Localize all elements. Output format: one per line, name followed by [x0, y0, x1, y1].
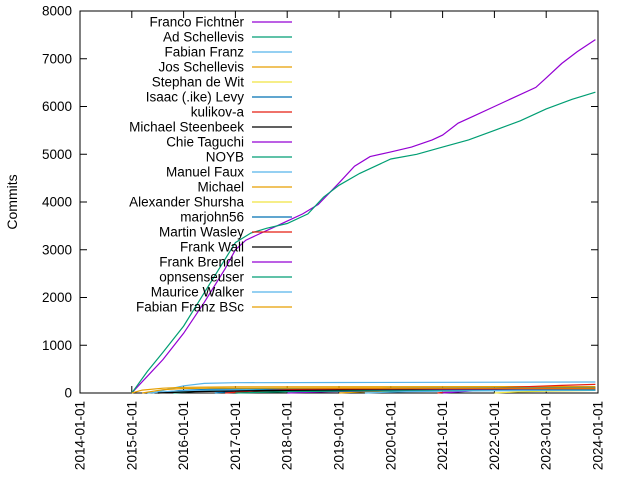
x-tick-label: 2019-01-01 [332, 401, 347, 470]
x-tick-label: 2018-01-01 [280, 401, 295, 470]
legend-label: Alexander Shursha [129, 195, 244, 210]
y-tick-label: 2000 [42, 290, 72, 305]
series-line-20 [142, 387, 596, 394]
y-tick-label: 3000 [42, 242, 72, 257]
legend-label: Ad Schellevis [163, 30, 244, 45]
x-tick-label: 2016-01-01 [176, 401, 191, 470]
legend-label: Chie Taguchi [166, 135, 244, 150]
x-tick-label: 2017-01-01 [228, 401, 243, 470]
legend-label: Manuel Faux [166, 165, 244, 180]
legend-label: Jos Schellevis [158, 60, 244, 75]
series-line-1 [131, 39, 596, 394]
legend-label: Frank Wall [180, 240, 244, 255]
x-tick-label: 2015-01-01 [124, 401, 139, 470]
y-tick-label: 4000 [42, 195, 72, 210]
y-tick-label: 7000 [42, 51, 72, 66]
legend-label: Stephan de Wit [152, 75, 245, 90]
y-tick-label: 5000 [42, 147, 72, 162]
legend-label: Michael Steenbeek [129, 120, 244, 135]
legend-label: Frank Brendel [159, 255, 244, 270]
x-tick-label: 2014-01-01 [73, 401, 88, 470]
legend-label: kulikov-a [191, 105, 245, 120]
legend-label: Fabian Franz [164, 45, 244, 60]
legend-label: opnsenseuser [159, 270, 244, 285]
x-tick-label: 2023-01-01 [539, 401, 554, 470]
y-axis-title: Commits [4, 174, 20, 229]
legend-label: marjohn56 [180, 210, 244, 225]
legend-label: NOYB [206, 150, 244, 165]
x-tick-label: 2024-01-01 [591, 401, 606, 470]
legend-label: Franco Fichtner [149, 15, 244, 30]
x-tick-label: 2021-01-01 [435, 401, 450, 470]
series-line-15 [224, 387, 596, 394]
series-line-4 [131, 386, 596, 394]
y-tick-label: 1000 [42, 338, 72, 353]
series-line-2 [131, 91, 596, 394]
legend-label: Fabian Franz BSc [136, 300, 244, 315]
y-tick-label: 6000 [42, 99, 72, 114]
y-tick-label: 0 [64, 386, 72, 401]
legend-label: Maurice Walker [151, 285, 245, 300]
y-tick-label: 8000 [42, 4, 72, 19]
legend-label: Martin Wasley [159, 225, 244, 240]
legend-label: Isaac (.ike) Levy [146, 90, 245, 105]
series-line-19 [364, 389, 596, 394]
x-tick-label: 2020-01-01 [383, 401, 398, 470]
legend-label: Michael [197, 180, 244, 195]
x-tick-label: 2022-01-01 [487, 401, 502, 470]
